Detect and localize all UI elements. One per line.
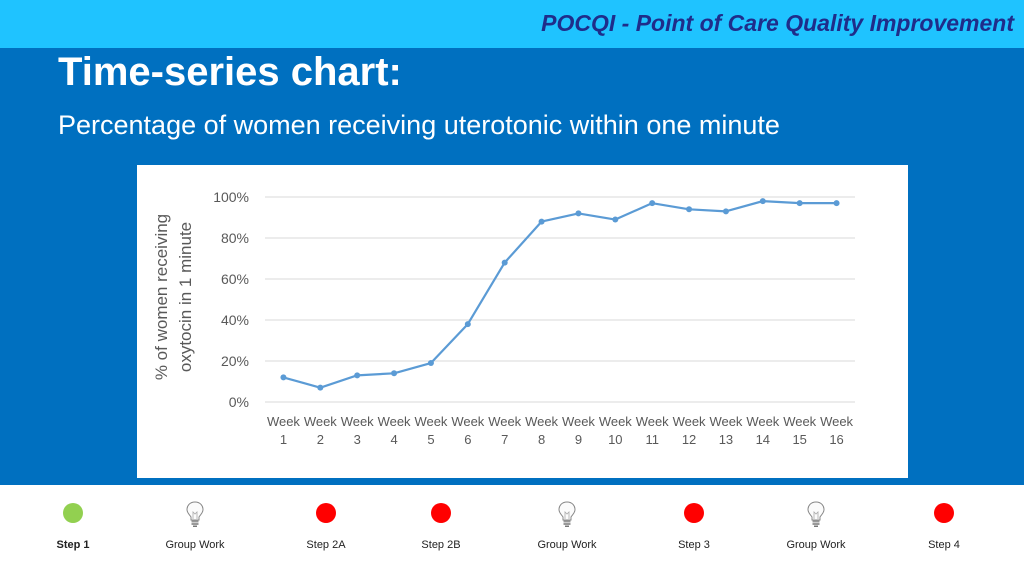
x-tick-label: Week <box>562 414 595 429</box>
step-item-step-2a[interactable]: Step 2A <box>266 485 386 576</box>
step-item-step-1[interactable]: Step 1 <box>13 485 133 576</box>
red-dot-icon <box>934 503 954 523</box>
y-tick-label: 40% <box>221 312 249 328</box>
x-tick-label: 13 <box>719 432 733 447</box>
data-point <box>759 198 766 205</box>
data-point <box>538 218 545 225</box>
data-point <box>391 370 398 377</box>
x-tick-label: Week <box>488 414 521 429</box>
y-tick-label: 80% <box>221 230 249 246</box>
step-label: Step 4 <box>928 539 960 551</box>
x-tick-label: Week <box>451 414 484 429</box>
x-tick-label: Week <box>599 414 632 429</box>
page-title: Time-series chart: <box>58 50 402 94</box>
data-point <box>796 200 803 207</box>
x-tick-label: Week <box>820 414 853 429</box>
y-axis-label: % of women receiving <box>152 214 171 380</box>
step-item-step-4[interactable]: Step 4 <box>884 485 1004 576</box>
step-label: Step 3 <box>678 539 710 551</box>
x-tick-label: Week <box>673 414 706 429</box>
series-line <box>283 199 837 389</box>
lightbulb-icon <box>557 501 577 527</box>
x-tick-label: 9 <box>575 432 582 447</box>
data-point <box>354 372 361 379</box>
step-label: Step 2A <box>306 539 346 551</box>
y-tick-label: 0% <box>229 394 249 410</box>
x-tick-label: Week <box>414 414 447 429</box>
x-tick-label: 2 <box>317 432 324 447</box>
data-point <box>686 206 693 213</box>
step-item-step-3[interactable]: Step 3 <box>634 485 754 576</box>
x-tick-label: 15 <box>792 432 806 447</box>
red-dot-icon <box>684 503 704 523</box>
x-tick-label: 6 <box>464 432 471 447</box>
step-label: Group Work <box>537 539 597 551</box>
data-point <box>280 374 287 381</box>
top-banner: POCQI - Point of Care Quality Improvemen… <box>0 0 1024 48</box>
x-tick-label: Week <box>267 414 300 429</box>
step-label: Step 2B <box>421 539 461 551</box>
x-tick-label: 3 <box>354 432 361 447</box>
x-tick-label: 10 <box>608 432 622 447</box>
y-tick-label: 60% <box>221 271 249 287</box>
data-point <box>464 321 471 328</box>
step-item-group-work-3[interactable]: Group Work <box>756 485 876 576</box>
x-tick-label: Week <box>525 414 558 429</box>
green-dot-icon <box>63 503 83 523</box>
data-point <box>501 259 508 266</box>
x-tick-label: Week <box>378 414 411 429</box>
y-axis-label: oxytocin in 1 minute <box>176 222 195 372</box>
step-label: Step 1 <box>56 539 90 551</box>
x-tick-label: Week <box>341 414 374 429</box>
brand-title: POCQI - Point of Care Quality Improvemen… <box>541 10 1014 36</box>
data-point <box>612 216 619 223</box>
x-tick-label: Week <box>709 414 742 429</box>
data-point <box>575 210 582 217</box>
data-point <box>722 208 729 215</box>
step-item-group-work-1[interactable]: Group Work <box>135 485 255 576</box>
page-subtitle: Percentage of women receiving uterotonic… <box>58 110 780 140</box>
x-tick-label: Week <box>304 414 337 429</box>
x-tick-label: 4 <box>390 432 397 447</box>
red-dot-icon <box>431 503 451 523</box>
x-tick-label: 16 <box>829 432 843 447</box>
x-tick-label: Week <box>783 414 816 429</box>
data-point <box>649 200 656 207</box>
x-tick-label: 5 <box>427 432 434 447</box>
data-point <box>833 200 840 207</box>
chart-panel: 0% 20% 40% 60% 80% 100% % of women receiving ox… <box>137 165 908 478</box>
y-tick-label: 20% <box>221 353 249 369</box>
step-item-step-2b[interactable]: Step 2B <box>381 485 501 576</box>
x-tick-label: Week <box>746 414 779 429</box>
step-navigation-bar: Step 1 Group Work Step 2A Step 2B <box>0 485 1024 576</box>
step-item-group-work-2[interactable]: Group Work <box>507 485 627 576</box>
lightbulb-icon <box>185 501 205 527</box>
data-point <box>427 360 434 367</box>
step-label: Group Work <box>786 539 846 551</box>
data-point <box>317 384 324 391</box>
step-label: Group Work <box>165 539 225 551</box>
x-tick-label: 14 <box>756 432 770 447</box>
red-dot-icon <box>316 503 336 523</box>
x-tick-label: 11 <box>645 432 659 447</box>
lightbulb-icon <box>806 501 826 527</box>
x-tick-label: 7 <box>501 432 508 447</box>
x-tick-label: 12 <box>682 432 696 447</box>
line-chart: 0% 20% 40% 60% 80% 100% % of women receiving ox… <box>152 189 855 447</box>
x-tick-label: Week <box>636 414 669 429</box>
x-tick-label: 8 <box>538 432 545 447</box>
x-tick-label: 1 <box>280 432 287 447</box>
y-tick-label: 100% <box>213 189 249 205</box>
